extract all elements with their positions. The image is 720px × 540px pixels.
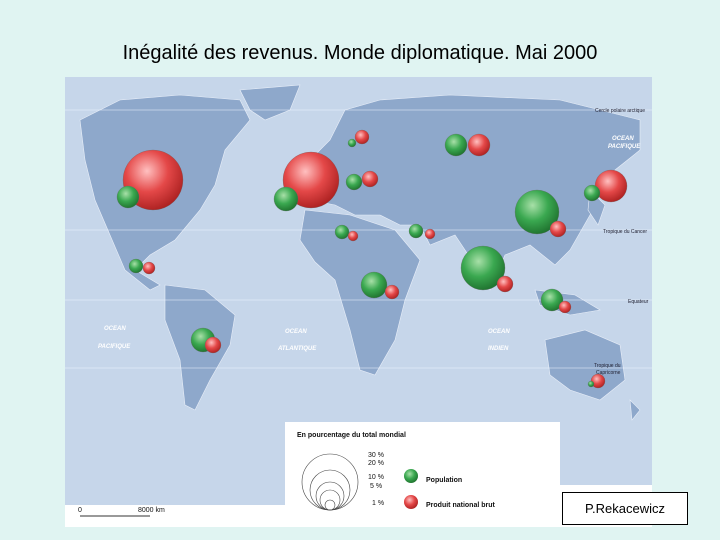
legend-scale-label: 10 % bbox=[368, 474, 384, 481]
map-label: Equateur bbox=[628, 299, 649, 305]
legend-item: Produit national brut bbox=[426, 502, 495, 509]
bubbles bbox=[116, 129, 628, 389]
legend-panel bbox=[65, 422, 652, 527]
legend-scale bbox=[301, 453, 359, 511]
legend-title: En pourcentage du total mondial bbox=[297, 432, 406, 439]
map-label: OCEAN bbox=[104, 326, 126, 332]
legend-scale-label: 5 % bbox=[370, 483, 382, 490]
legend-item: Population bbox=[426, 477, 462, 484]
map-label: OCEAN bbox=[285, 329, 307, 335]
map-label: ATLANTIQUE bbox=[277, 346, 317, 352]
map-label: Tropique du Cancer bbox=[603, 229, 647, 235]
legend-scale-label: 30 % bbox=[368, 452, 384, 459]
legend-scale-label: 20 % bbox=[368, 460, 384, 467]
legend-scale-label: 1 % bbox=[372, 500, 384, 507]
map-label: PACIFIQUE bbox=[98, 344, 131, 350]
map-label: OCEAN bbox=[488, 329, 510, 335]
map-label: INDIEN bbox=[488, 346, 509, 352]
legend-swatch bbox=[404, 469, 418, 483]
map-label: Tropique du bbox=[594, 363, 621, 369]
map-label: Capricorne bbox=[596, 370, 621, 376]
credit: P.Rekacewicz bbox=[562, 492, 688, 525]
scalebar-label: 0 bbox=[78, 507, 82, 514]
map-label: OCEAN bbox=[612, 136, 634, 142]
slide-title: Inégalité des revenus. Monde diplomatiqu… bbox=[122, 42, 598, 64]
world-map: Cercle polaire arctique OCEAN PACIFIQUE … bbox=[65, 77, 652, 527]
legend-swatch bbox=[404, 495, 418, 509]
scalebar-label: 8000 km bbox=[138, 507, 165, 514]
map-label: Cercle polaire arctique bbox=[595, 108, 645, 114]
map-label: PACIFIQUE bbox=[608, 144, 641, 150]
